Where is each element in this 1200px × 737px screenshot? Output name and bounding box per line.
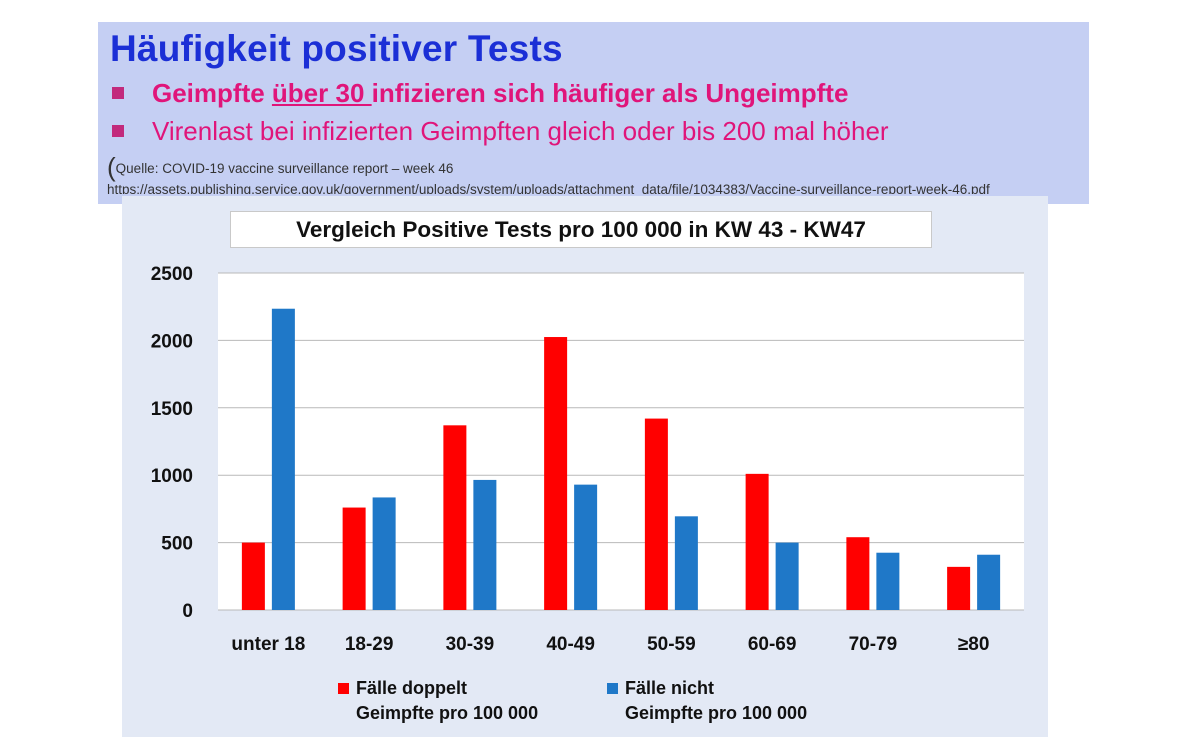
bar-vaccinated [745,473,769,610]
bar-unvaccinated [674,516,698,610]
x-tick-label: 30-39 [446,634,495,655]
bar-vaccinated [342,507,366,610]
bullet-1-text-post: infizieren sich häufiger als Ungeimpfte [371,78,849,108]
y-tick-label: 1000 [151,466,193,487]
x-tick-label: 60-69 [748,634,797,655]
y-tick-label: 0 [182,601,193,622]
x-tick-label: 18-29 [345,634,394,655]
header-panel: Häufigkeit positiver Tests Geimpfte über… [98,22,1089,204]
bar-vaccinated [241,542,265,610]
bullet-vaccinated-over-30: Geimpfte über 30 infizieren sich häufige… [112,78,848,109]
x-tick-label: 40-49 [546,634,595,655]
chart-panel: Vergleich Positive Tests pro 100 000 in … [122,196,1048,737]
y-tick-label: 2000 [151,331,193,352]
chart-title: Vergleich Positive Tests pro 100 000 in … [230,211,932,248]
legend-unvaccinated: Fälle nicht Geimpfte pro 100 000 [607,676,807,726]
y-tick-label: 500 [161,534,193,555]
y-tick-label: 2500 [151,264,193,285]
bar-vaccinated [544,337,568,610]
bullet-viral-load: Virenlast bei infizierten Geimpften glei… [112,116,889,147]
legend-vaccinated: Fälle doppelt Geimpfte pro 100 000 [338,676,538,726]
bullet-square-icon [112,125,124,137]
source-paren: ( [107,154,116,182]
legend-vaccinated-line2: Geimpfte pro 100 000 [356,703,539,723]
bar-vaccinated [644,418,668,610]
legend-vaccinated-line1: Fälle doppelt [356,678,468,698]
bullet-1-text-underlined: über 30 [271,78,372,108]
legend-unvaccinated-line2: Geimpfte pro 100 000 [625,703,808,723]
x-tick-label: unter 18 [231,634,305,655]
legend-swatch-red [338,683,349,694]
plot-area [218,273,1024,610]
y-tick-label: 1500 [151,399,193,420]
bar-unvaccinated [473,479,497,610]
bar-vaccinated [947,566,971,610]
bar-chart: 0 500 1000 1500 2000 2500 unter 18 18-29 30-39 40… [151,264,1024,655]
bar-unvaccinated [876,552,900,610]
bar-unvaccinated [775,542,799,610]
bar-unvaccinated [574,484,598,610]
slide-title: Häufigkeit positiver Tests [110,28,563,69]
bullet-square-icon [112,87,124,99]
x-tick-label: 70-79 [849,634,898,655]
bar-unvaccinated [372,497,396,610]
source-text: Quelle: COVID-19 vaccine surveillance re… [107,161,990,194]
source-citation: (Quelle: COVID-19 vaccine surveillance r… [107,154,1077,194]
x-tick-label: ≥80 [958,634,990,655]
bullet-1-text-pre: Geimpfte [152,78,272,108]
bar-unvaccinated [271,308,295,610]
bullet-2-text: Virenlast bei infizierten Geimpften glei… [152,116,889,146]
bar-vaccinated [443,425,467,610]
x-tick-label: 50-59 [647,634,696,655]
bar-vaccinated [846,537,870,610]
legend-swatch-blue [607,683,618,694]
legend-unvaccinated-line1: Fälle nicht [625,678,715,698]
bar-unvaccinated [977,554,1001,610]
